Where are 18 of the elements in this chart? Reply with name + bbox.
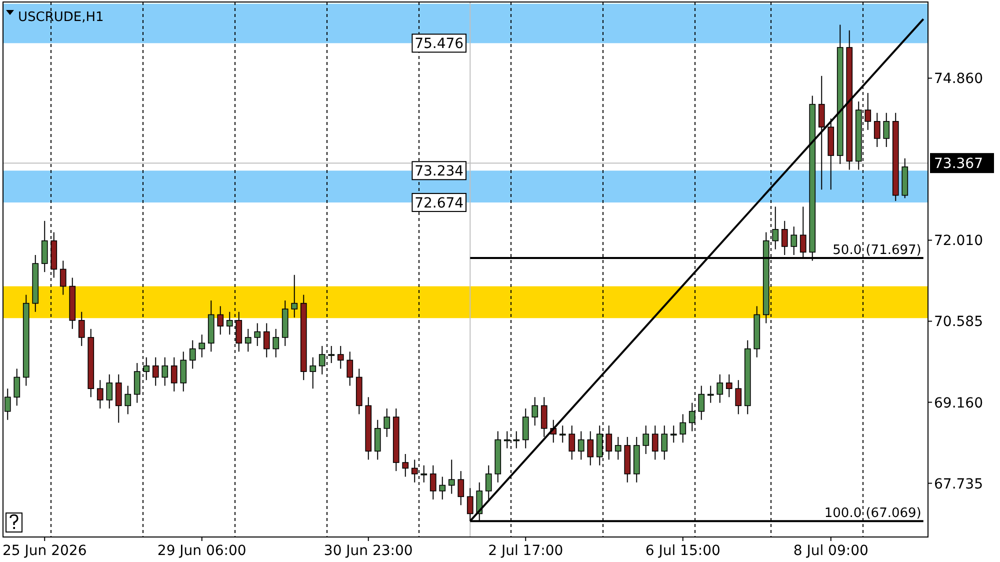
- x-tick-label: 25 Jun 2026: [2, 543, 87, 559]
- annotation: 73.234: [414, 164, 464, 180]
- ref-line-label: 73.367: [934, 156, 983, 172]
- annotation: 75.476: [414, 36, 464, 52]
- x-tick-label: 30 Jun 23:00: [324, 543, 413, 559]
- annotation: 72.674: [414, 195, 464, 212]
- legend-label: 50.0 (71.697): [832, 243, 922, 258]
- x-tick-label: 6 Jul 15:00: [645, 543, 720, 559]
- text: USCRUDE,H1: [18, 10, 104, 25]
- x-tick-label: 2 Jul 17:00: [488, 543, 564, 559]
- x-tick-label: 8 Jul 09:00: [793, 543, 868, 559]
- x-tick-label: 29 Jun 06:00: [157, 543, 246, 559]
- y-tick-label: 74.860: [934, 71, 983, 88]
- y-tick-label: 72.010: [934, 233, 983, 250]
- y-tick-label: 70.585: [934, 314, 983, 330]
- series-label: 100.0 (67.069): [824, 506, 922, 522]
- y-tick-label: 67.735: [934, 476, 983, 492]
- y-tick-label: 69.160: [934, 395, 983, 412]
